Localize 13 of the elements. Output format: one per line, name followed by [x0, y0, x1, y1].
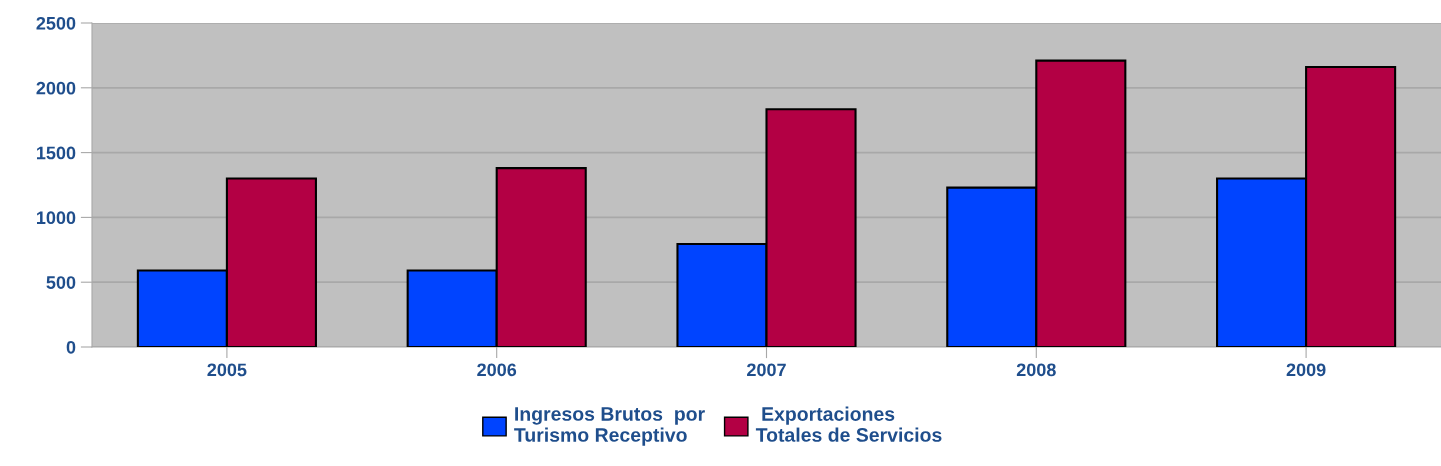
- legend-label: Ingresos Brutos por Turismo Receptivo: [514, 407, 705, 446]
- x-tick-label: 2007: [747, 363, 786, 377]
- x-tick-label: 2009: [1286, 363, 1326, 377]
- y-tick-label: 1500: [37, 146, 76, 160]
- y-tick-label: 2000: [36, 81, 76, 95]
- x-tick-label: 2006: [477, 363, 517, 377]
- y-tick-label: 1000: [37, 211, 76, 225]
- x-tick-label: 2005: [207, 363, 247, 377]
- y-tick-label: 500: [46, 276, 76, 289]
- y-tick-label: 0: [66, 340, 76, 354]
- x-tick-label: 2008: [1016, 363, 1056, 377]
- legend-label: Exportaciones Totales de Servicios: [755, 406, 942, 442]
- y-tick-label: 2500: [36, 16, 76, 30]
